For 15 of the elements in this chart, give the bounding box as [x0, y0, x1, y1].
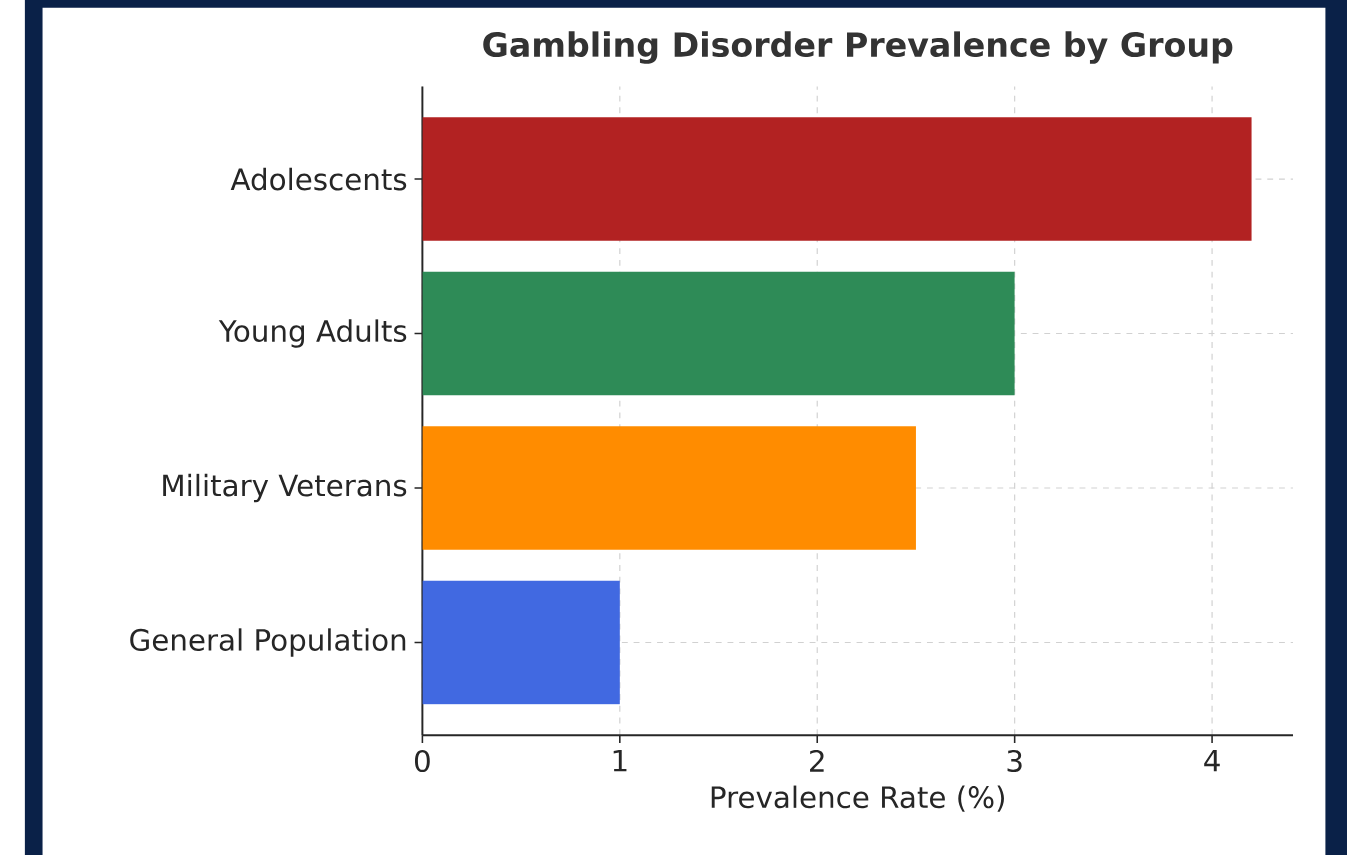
y-tick-label: Adolescents	[230, 167, 407, 191]
x-tick-label: 4	[1204, 749, 1220, 772]
bar	[422, 426, 916, 550]
x-tick-label: 3	[1007, 749, 1022, 773]
bar	[422, 117, 1252, 241]
x-tick-label: 1	[613, 749, 627, 772]
y-tick-label: General Population	[130, 628, 406, 657]
x-axis-title: Prevalence Rate (%)	[711, 785, 1004, 812]
bar	[422, 271, 1015, 396]
chart-title: Gambling Disorder Prevalence by Group	[483, 31, 1233, 64]
x-tick-label: 0	[414, 749, 430, 773]
bar	[422, 580, 620, 705]
y-tick-label: Young Adults	[218, 319, 407, 348]
y-tick-label: Military Veterans	[163, 473, 407, 503]
x-tick-label: 2	[810, 749, 824, 772]
